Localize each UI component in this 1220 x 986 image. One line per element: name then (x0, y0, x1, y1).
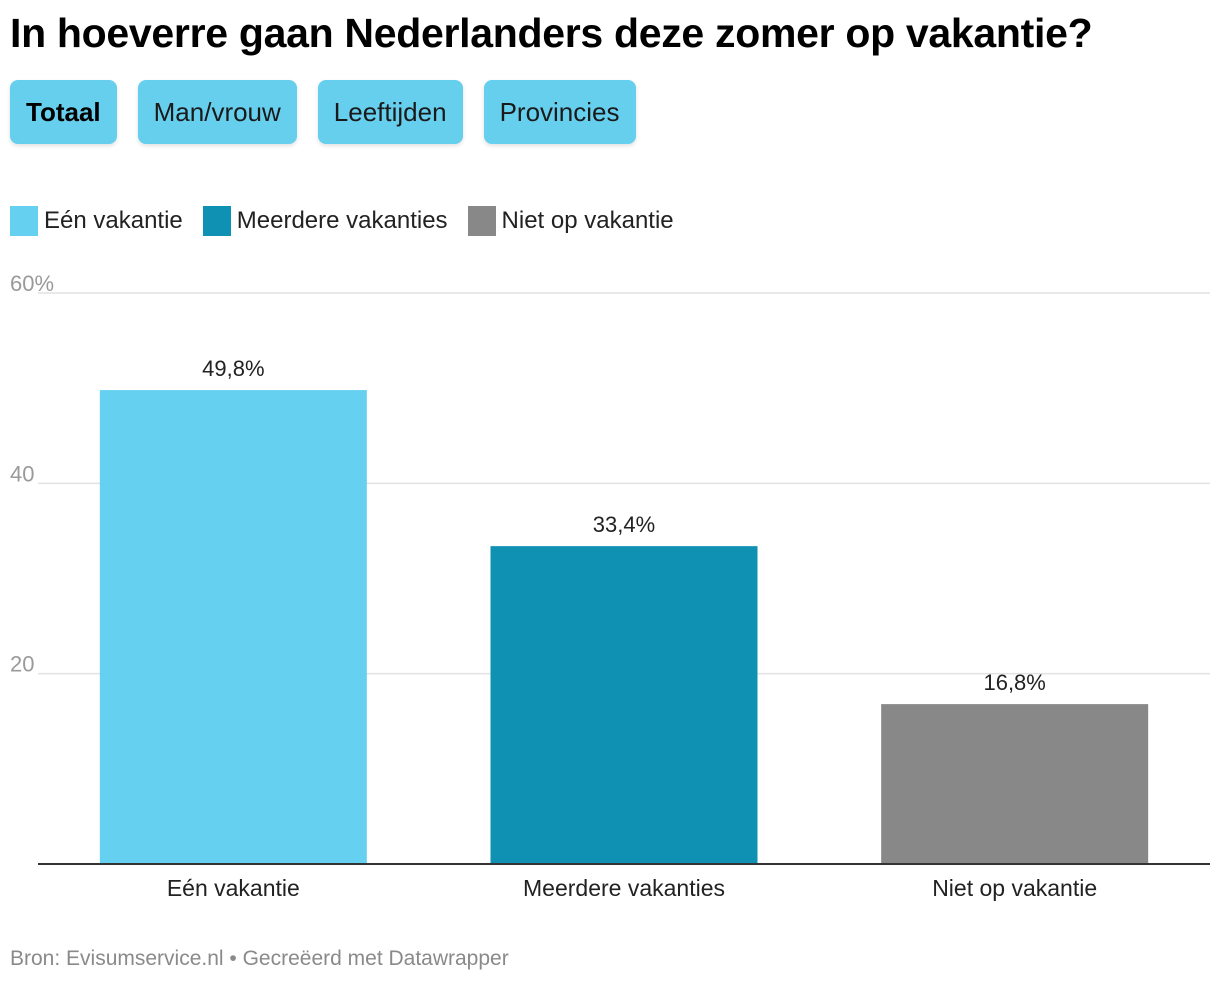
x-category-label: Niet op vakantie (932, 875, 1097, 901)
legend-label-een-vakantie: Eén vakantie (44, 207, 183, 234)
y-tick-label: 40 (10, 461, 34, 486)
tab-totaal[interactable]: Totaal (10, 80, 117, 144)
bar-value-label: 16,8% (983, 670, 1045, 695)
legend-item-meerdere-vakanties: Meerdere vakanties (202, 206, 448, 236)
bar-chart: 20 40 60% 49,8% Eén vakantie 33,4% Meerdere va… (10, 271, 1210, 901)
tab-provincies[interactable]: Provincies (483, 80, 636, 144)
legend-item-niet-op-vakantie: Niet op vakantie (467, 206, 674, 236)
legend-swatch-niet-op-vakantie (467, 206, 496, 236)
legend-swatch-meerdere-vakanties (202, 206, 231, 236)
tab-leeftijden[interactable]: Leeftijden (317, 80, 463, 144)
y-tick-label: 60% (10, 271, 54, 296)
legend-label-meerdere-vakanties: Meerdere vakanties (236, 207, 448, 234)
legend-label-niet-op-vakantie: Niet op vakantie (501, 207, 674, 234)
x-category-label: Eén vakantie (167, 875, 300, 901)
bar (99, 390, 367, 864)
bar (881, 704, 1149, 864)
bar (490, 546, 758, 864)
source-footer: Bron: Evisumservice.nl • Gecreëerd met D… (10, 947, 509, 970)
bar-value-label: 33,4% (593, 512, 655, 537)
chart-title: In hoeverre gaan Nederlanders deze zomer… (10, 10, 1093, 56)
bar-value-label: 49,8% (202, 356, 264, 381)
x-category-label: Meerdere vakanties (523, 875, 725, 901)
legend-item-een-vakantie: Eén vakantie (10, 206, 183, 236)
tab-man-vrouw[interactable]: Man/vrouw (137, 80, 297, 144)
legend-swatch-een-vakantie (10, 206, 38, 236)
view-tabs: Totaal Man/vrouw Leeftijden Provincies (10, 80, 636, 144)
chart-legend: Eén vakantie Meerdere vakanties Niet op … (10, 206, 674, 236)
y-tick-label: 20 (10, 652, 34, 677)
